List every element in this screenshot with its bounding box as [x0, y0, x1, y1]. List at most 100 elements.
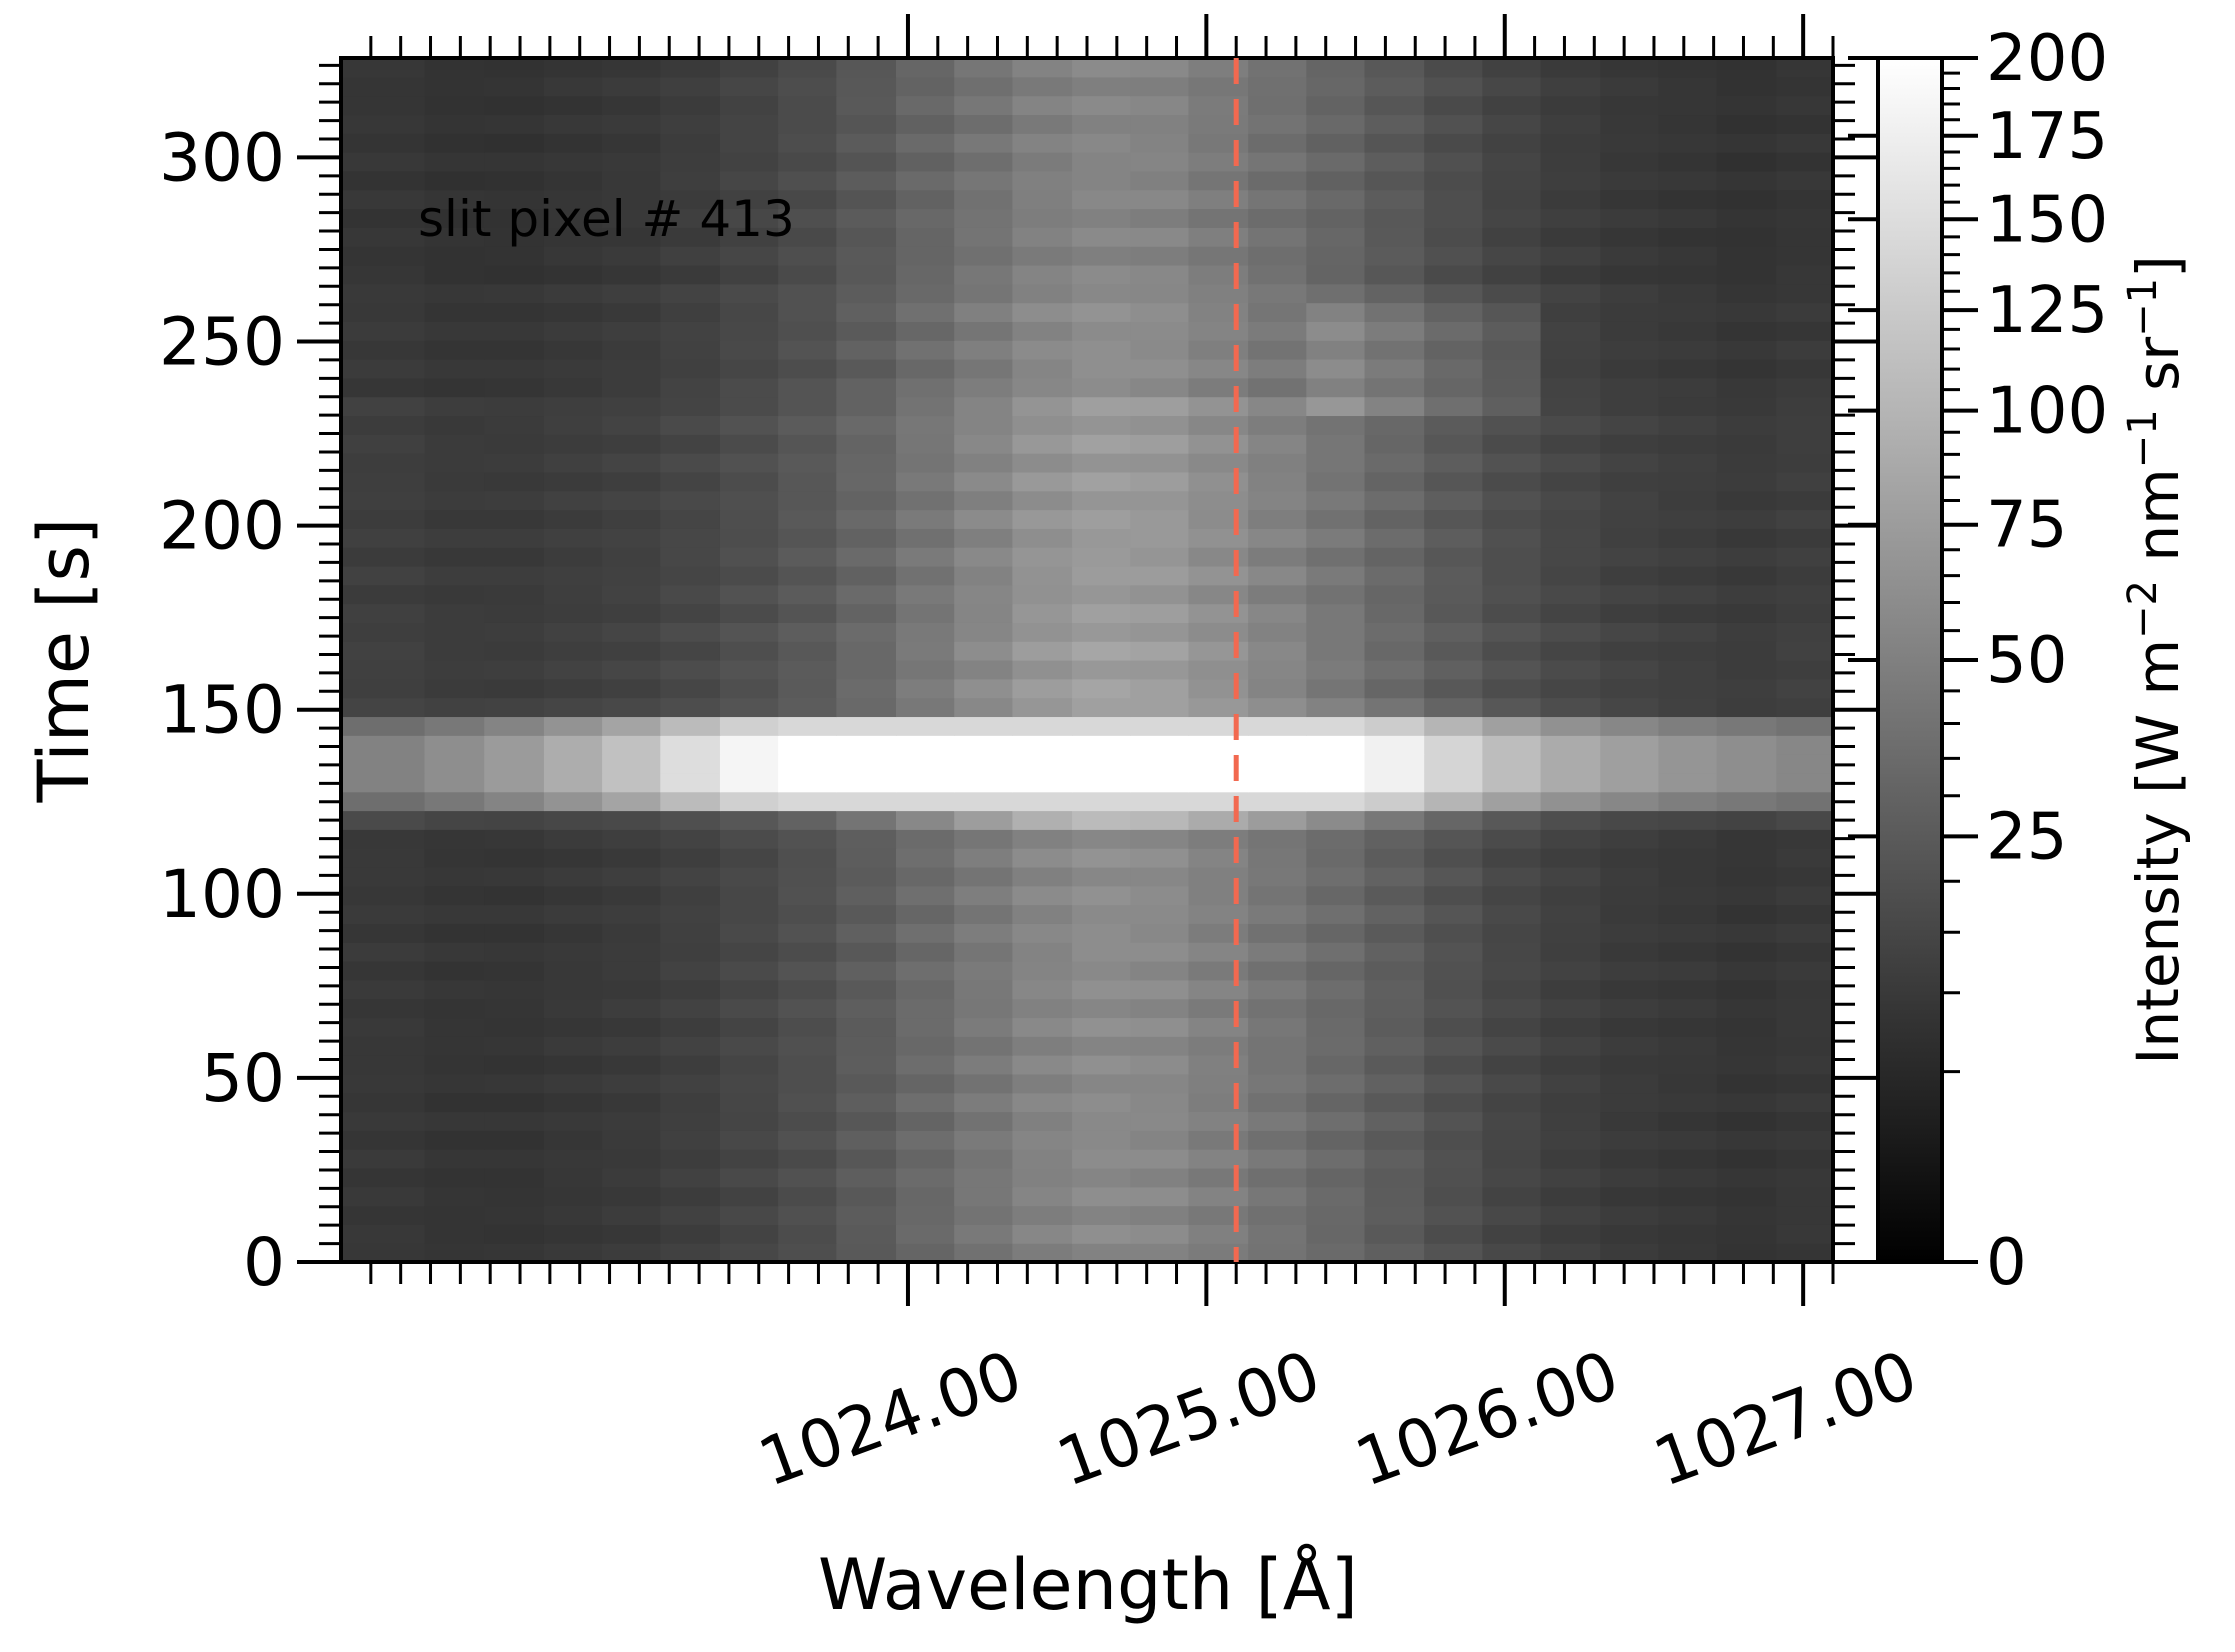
heatmap-cell	[660, 622, 721, 642]
heatmap-cell	[1424, 377, 1483, 398]
heatmap-cell	[543, 152, 603, 172]
heatmap-cell	[341, 547, 426, 567]
heatmap-cell	[543, 1073, 603, 1094]
heatmap-cell	[1072, 1073, 1131, 1094]
heatmap-cell	[1306, 264, 1366, 285]
heatmap-cell	[1130, 942, 1190, 962]
heatmap-cell	[424, 152, 485, 172]
heatmap-cell	[543, 246, 603, 266]
heatmap-cell	[1072, 58, 1131, 78]
heatmap-cell	[778, 848, 837, 868]
heatmap-cell	[1188, 791, 1249, 812]
heatmap-cell	[1540, 76, 1601, 97]
heatmap-cell	[341, 565, 426, 586]
heatmap-cell	[543, 114, 603, 134]
heatmap-cell	[1248, 979, 1307, 1000]
heatmap-cell	[1600, 1073, 1660, 1094]
heatmap-cell	[341, 1167, 426, 1188]
heatmap-cell	[1716, 133, 1777, 153]
heatmap-cell	[1012, 509, 1073, 529]
heatmap-cell	[896, 1224, 955, 1244]
heatmap-cell	[896, 1017, 955, 1037]
heatmap-cell	[836, 866, 897, 887]
heatmap-cell	[1600, 133, 1660, 153]
heatmap-cell	[424, 434, 485, 454]
heatmap-cell	[1776, 660, 1834, 680]
heatmap-cell	[1776, 641, 1834, 661]
heatmap-cell	[778, 264, 837, 285]
heatmap-cell	[1716, 735, 1777, 755]
heatmap-cell	[424, 528, 485, 548]
heatmap-cell	[1012, 227, 1073, 247]
heatmap-cell	[836, 509, 897, 529]
heatmap-cell	[1364, 434, 1425, 454]
heatmap-cell	[778, 791, 837, 812]
heatmap-cell	[719, 58, 779, 78]
heatmap-cell	[543, 377, 603, 398]
heatmap-cell	[1600, 377, 1660, 398]
heatmap-cell	[1072, 584, 1131, 605]
heatmap-cell	[778, 321, 837, 341]
heatmap-cell	[1012, 678, 1073, 699]
heatmap-cell	[778, 490, 837, 511]
heatmap-cell	[778, 961, 837, 981]
heatmap-cell	[1482, 1111, 1542, 1131]
heatmap-cell	[836, 1036, 897, 1056]
heatmap-cell	[1600, 528, 1660, 548]
heatmap-cell	[1540, 641, 1601, 661]
heatmap-cell	[836, 283, 897, 304]
heatmap-cell	[1482, 340, 1542, 360]
heatmap-cell	[1188, 547, 1249, 567]
heatmap-cell	[1658, 923, 1718, 943]
heatmap-cell	[836, 961, 897, 981]
heatmap-cell	[896, 1167, 955, 1188]
heatmap-cell	[1658, 396, 1718, 417]
heatmap-cell	[424, 547, 485, 567]
heatmap-cell	[1716, 961, 1777, 981]
heatmap-cell	[1600, 829, 1660, 849]
heatmap-cell	[1658, 1186, 1718, 1207]
heatmap-cell	[1188, 1055, 1249, 1075]
heatmap-cell	[484, 584, 545, 605]
heatmap-cell	[1600, 152, 1660, 172]
heatmap-cell	[836, 208, 897, 228]
heatmap-cell	[660, 885, 721, 906]
heatmap-cell	[1306, 76, 1366, 97]
heatmap-cell	[543, 1130, 603, 1150]
colorbar-tick-label: 0	[1986, 1226, 2027, 1300]
heatmap-cell	[1658, 584, 1718, 605]
heatmap-cell	[1188, 622, 1249, 642]
heatmap-cell	[1482, 735, 1542, 755]
heatmap-cell	[424, 415, 485, 435]
heatmap-cell	[778, 246, 837, 266]
heatmap-cell	[1540, 697, 1601, 718]
heatmap-cell	[1188, 660, 1249, 680]
heatmap-cell	[543, 1111, 603, 1131]
heatmap-cell	[954, 622, 1013, 642]
heatmap-cell	[543, 829, 603, 849]
heatmap-cell	[1188, 885, 1249, 906]
heatmap-cell	[1600, 415, 1660, 435]
heatmap-cell	[1306, 904, 1366, 924]
heatmap-cell	[602, 453, 661, 473]
heatmap-cell	[836, 923, 897, 943]
heatmap-cell	[1776, 603, 1834, 623]
heatmap-cell	[836, 453, 897, 473]
heatmap-cell	[1188, 528, 1249, 548]
heatmap-cell	[719, 76, 779, 97]
heatmap-cell	[341, 866, 426, 887]
heatmap-cell	[778, 208, 837, 228]
heatmap-cell	[543, 1017, 603, 1037]
heatmap-cell	[1248, 735, 1307, 755]
heatmap-cell	[778, 772, 837, 793]
heatmap-cell	[719, 1111, 779, 1131]
heatmap-cell	[1716, 584, 1777, 605]
heatmap-cell	[1364, 1186, 1425, 1207]
heatmap-cell	[1482, 114, 1542, 134]
heatmap-cell	[602, 1224, 661, 1244]
heatmap-cell	[836, 641, 897, 661]
heatmap-cell	[543, 942, 603, 962]
heatmap-cell	[341, 114, 426, 134]
heatmap-cell	[836, 95, 897, 116]
heatmap-cell	[543, 170, 603, 191]
